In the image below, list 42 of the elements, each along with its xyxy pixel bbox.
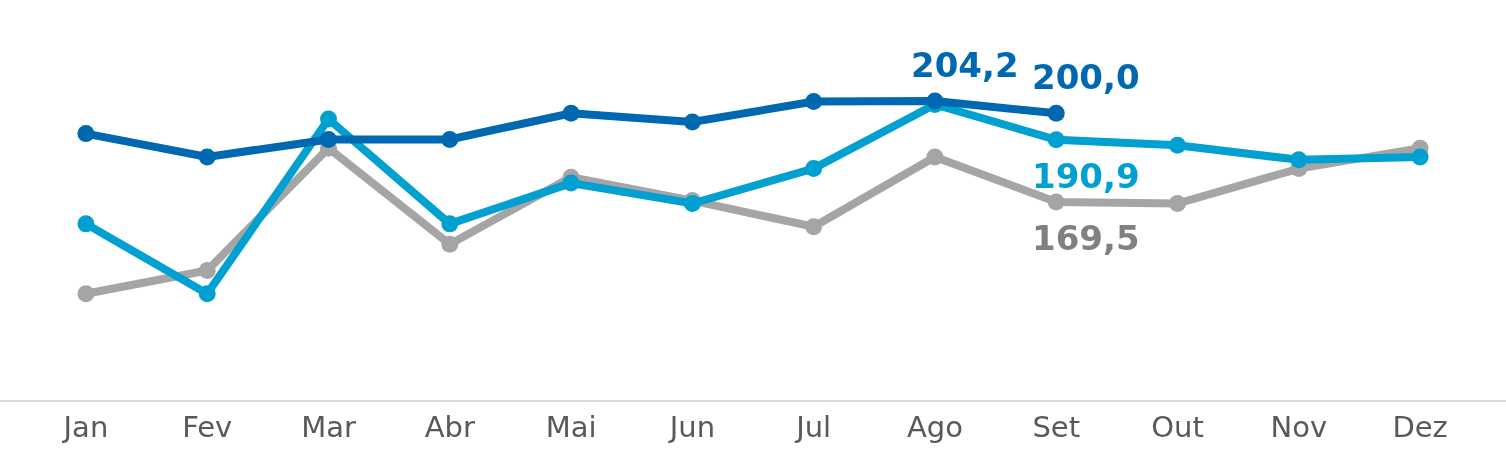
x-tick-label: Jan: [61, 409, 109, 444]
point: [441, 235, 459, 253]
data-label: 169,5: [1032, 218, 1140, 258]
point: [1047, 131, 1065, 149]
point: [1047, 193, 1065, 211]
point: [441, 215, 459, 233]
x-tick-label: Mai: [545, 409, 597, 444]
point: [77, 215, 95, 233]
point: [198, 261, 216, 279]
x-tick-label: Out: [1151, 409, 1204, 444]
x-tick-label: Mar: [301, 409, 356, 444]
data-label: 190,9: [1032, 156, 1140, 196]
x-tick-label: Abr: [424, 409, 475, 444]
point: [320, 110, 337, 128]
x-tick-label: Nov: [1270, 409, 1328, 444]
point: [805, 93, 823, 111]
point: [683, 113, 701, 131]
point: [562, 174, 580, 192]
point: [1169, 194, 1186, 212]
x-tick-label: Fev: [182, 409, 233, 444]
x-tick-label: Dez: [1392, 409, 1448, 444]
point: [1169, 136, 1186, 154]
point: [1047, 104, 1065, 122]
point: [1290, 151, 1308, 169]
x-tick-label: Ago: [906, 409, 963, 444]
point: [77, 125, 95, 143]
data-label: 204,2: [911, 45, 1019, 85]
x-tick-label: Set: [1032, 409, 1081, 444]
x-tick-label: Jul: [794, 409, 832, 444]
point: [805, 218, 823, 236]
point: [562, 104, 580, 122]
point: [441, 130, 459, 148]
point: [805, 160, 823, 178]
point: [198, 285, 216, 303]
point: [926, 92, 944, 110]
point: [198, 148, 216, 166]
point: [926, 148, 944, 166]
x-tick-label: Jun: [667, 409, 716, 444]
data-label: 200,0: [1032, 57, 1140, 97]
point: [320, 130, 337, 148]
point: [1411, 148, 1429, 166]
point: [77, 285, 95, 303]
